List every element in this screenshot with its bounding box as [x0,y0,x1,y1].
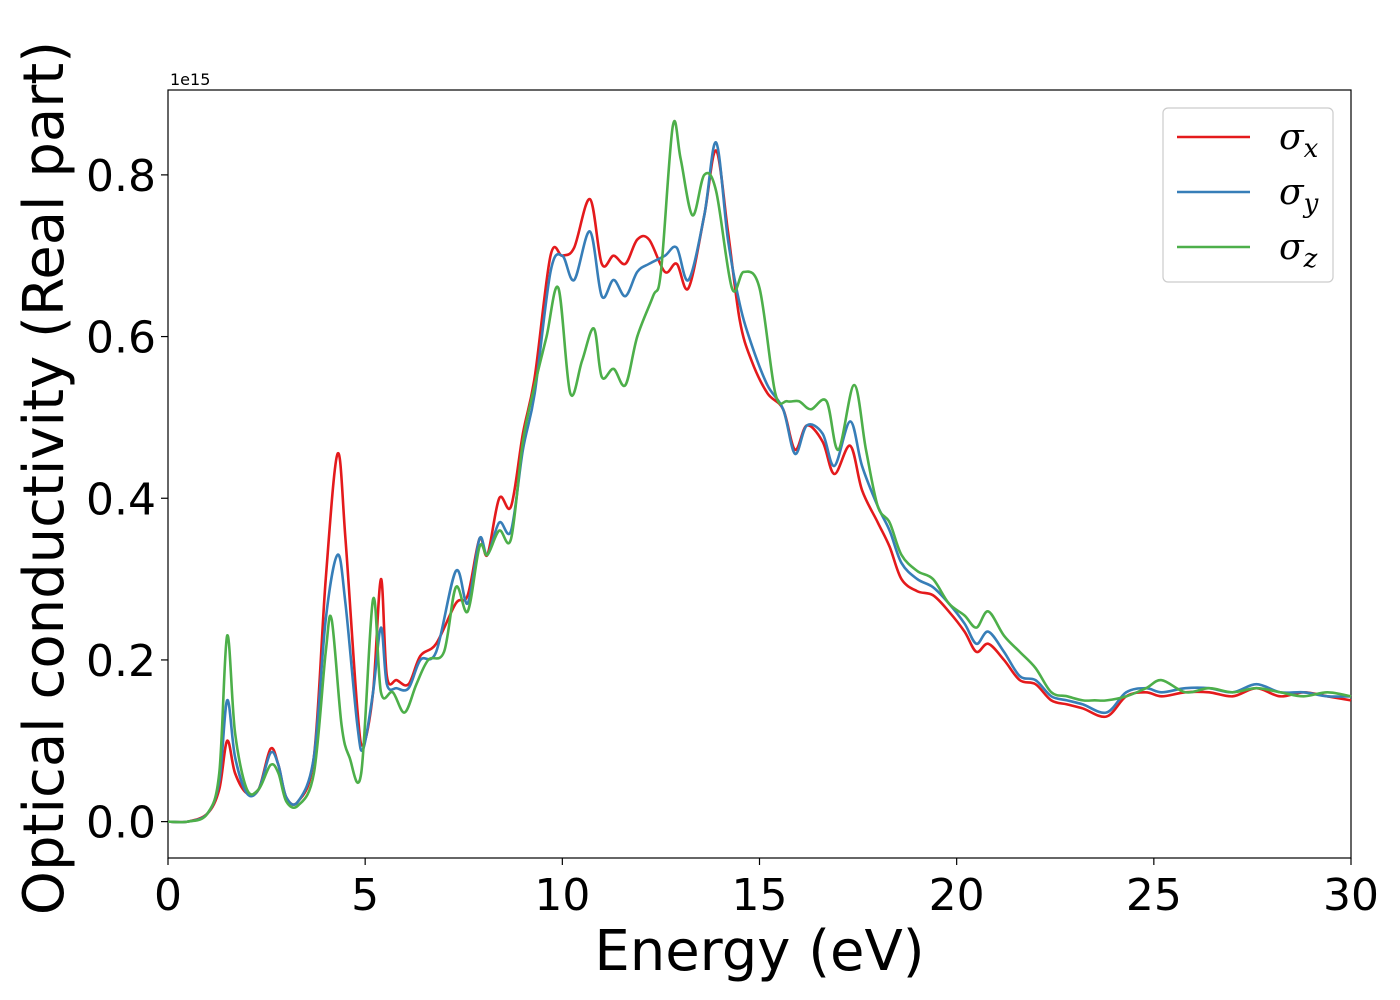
y-tick-label: 0.8 [86,151,156,202]
legend-symbol: σ [1279,227,1305,268]
series-line-y [167,141,1352,824]
y-tick-label: 0.6 [86,313,156,364]
legend-label-z: σz [1279,227,1318,274]
y-axis: 0.0 0.2 0.4 0.6 0.8 [86,151,168,849]
series-layer [167,119,1352,824]
legend-symbol: σ [1279,117,1305,158]
y-tick-label: 0.0 [86,798,156,849]
x-tick-label: 10 [534,870,590,921]
legend-symbol: σ [1279,172,1305,213]
legend-frame [1162,107,1334,283]
series-line-x [167,149,1352,824]
legend-label-y: σy [1279,172,1319,219]
x-tick-label: 0 [154,870,182,921]
y-offset-label: 1e15 [170,70,210,89]
legend-subscript: x [1304,134,1319,164]
x-tick-label: 20 [929,870,985,921]
series-line-z [167,119,1352,824]
legend-label-x: σx [1279,117,1319,164]
legend-subscript: z [1303,244,1318,274]
x-tick-label: 5 [351,870,379,921]
x-axis-label: Energy (eV) [594,919,924,984]
x-tick-label: 30 [1323,870,1379,921]
y-axis-label: Optical conductivity (Real part) [12,41,77,915]
y-tick-label: 0.4 [86,474,156,525]
y-tick-label: 0.2 [86,636,156,687]
x-tick-label: 25 [1126,870,1182,921]
legend-subscript: y [1303,189,1319,219]
x-tick-label: 15 [732,870,788,921]
x-axis: 0 5 10 15 20 25 30 [154,858,1379,921]
